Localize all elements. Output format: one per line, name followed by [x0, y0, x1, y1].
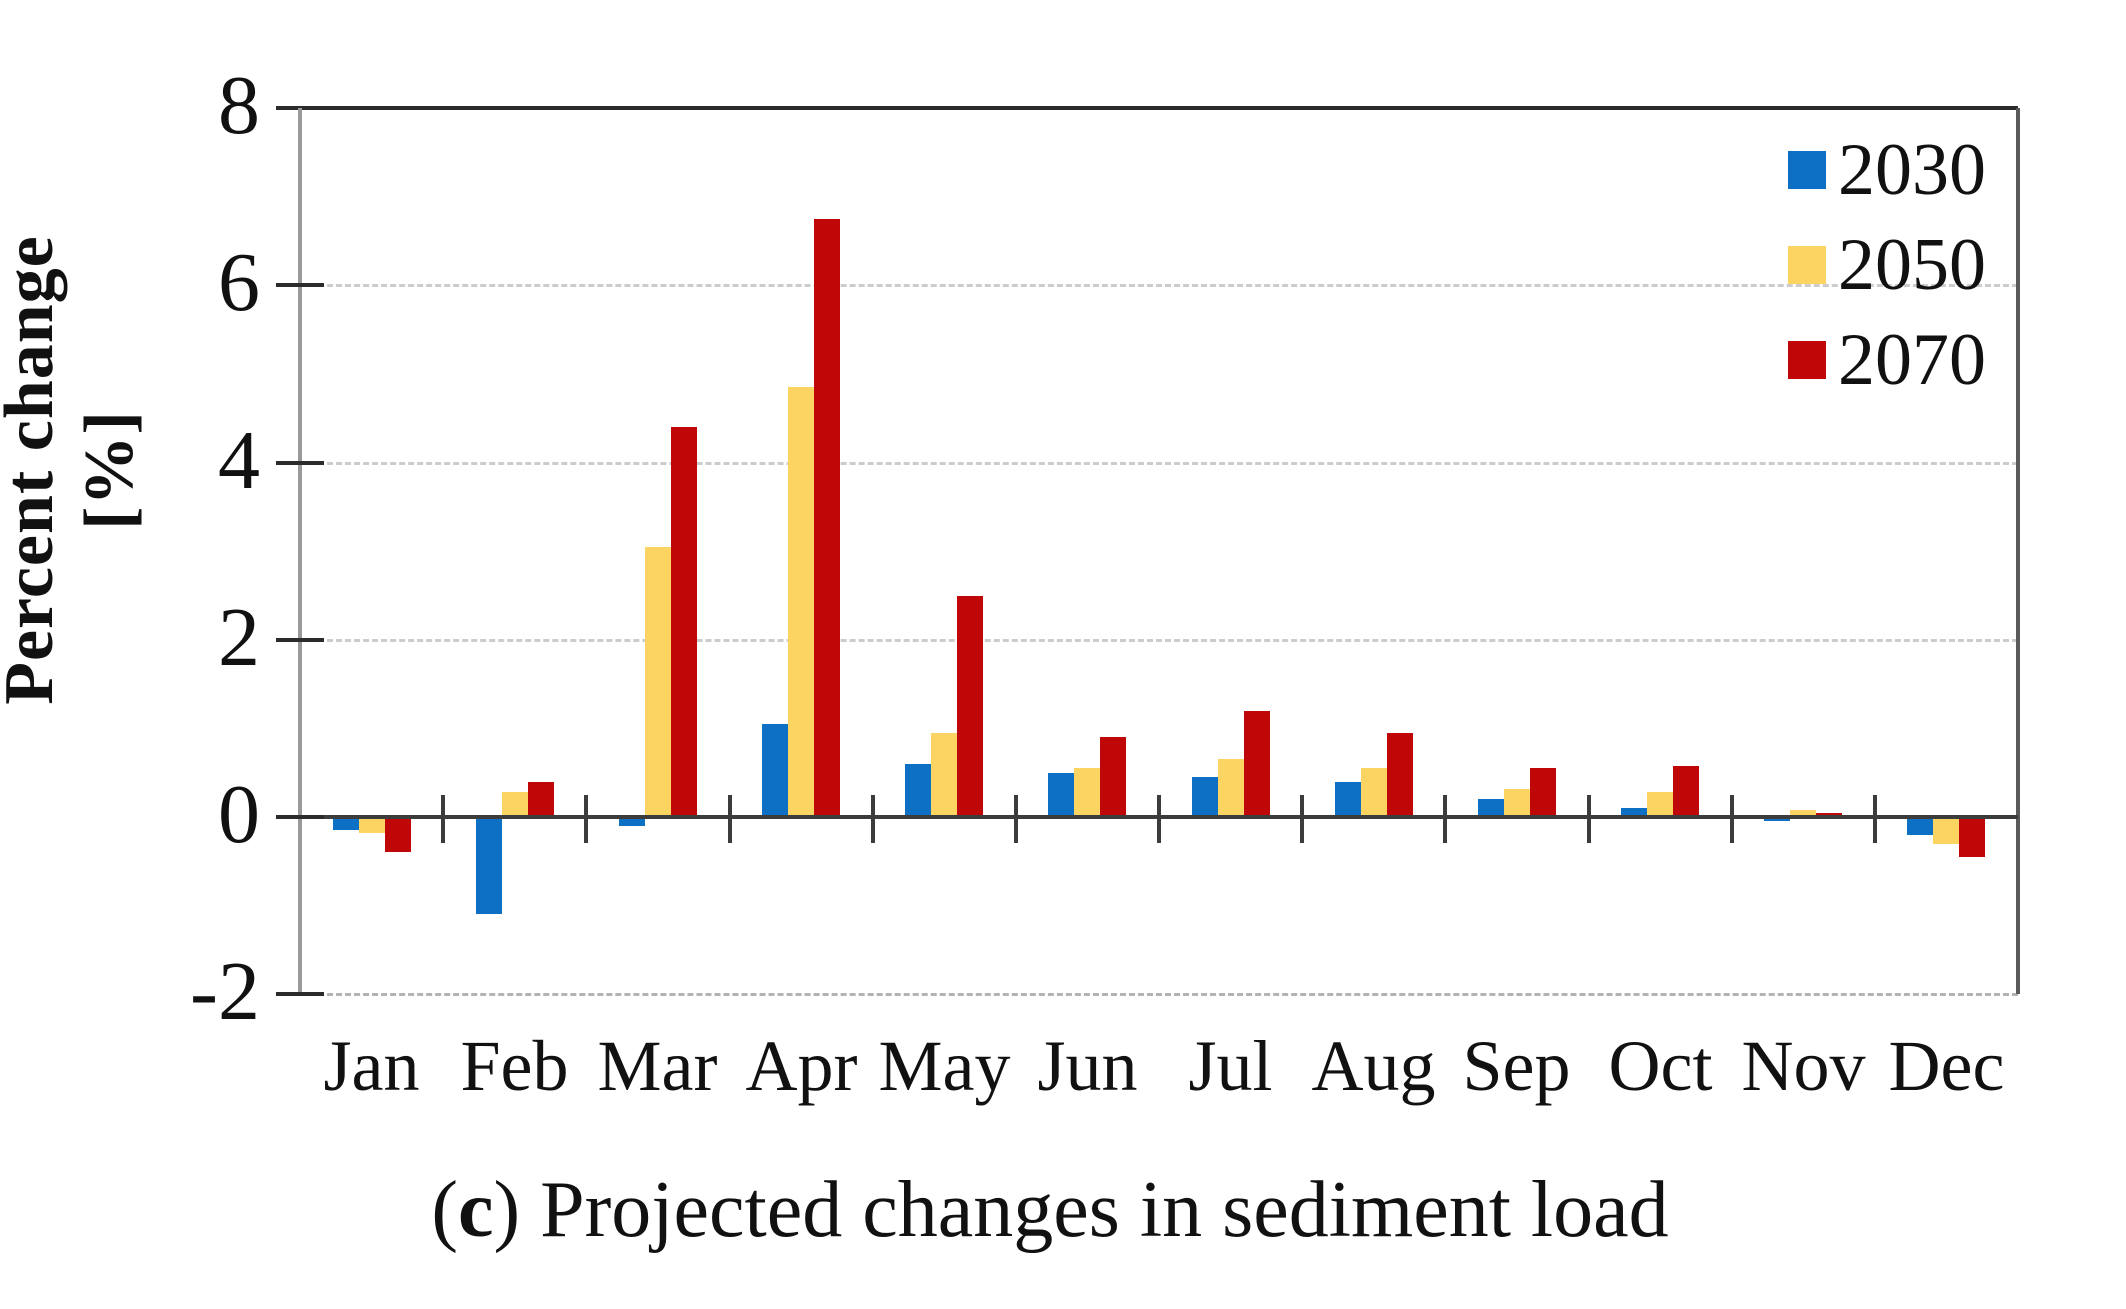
y-tick-label-6: 6 [218, 236, 260, 330]
bar-2030-mar [619, 817, 645, 826]
figure-caption: (c) Projected changes in sediment load [0, 1165, 2100, 1256]
bar-2050-aug [1361, 768, 1387, 817]
x-label-jan: Jan [323, 1026, 420, 1106]
bar-2050-jul [1218, 759, 1244, 817]
x-tick-10 [1730, 795, 1734, 843]
caption-paren-open: ( [431, 1166, 458, 1254]
x-label-may: May [878, 1026, 1011, 1106]
y-tick-label-2: 2 [218, 590, 260, 684]
x-tick-1 [441, 795, 445, 843]
legend-label-2030: 2030 [1838, 129, 1986, 211]
y-axis-spine [298, 108, 302, 995]
x-tick-4 [871, 795, 875, 843]
bar-2050-jan [359, 817, 385, 833]
x-tick-8 [1443, 795, 1447, 843]
y-tick-6 [276, 283, 324, 288]
bar-2050-nov [1790, 809, 1816, 817]
bar-2070-may [957, 595, 983, 817]
x-label-jun: Jun [1037, 1026, 1138, 1106]
bar-2070-mar [671, 427, 697, 817]
gridline-y2 [300, 638, 2018, 642]
x-label-dec: Dec [1888, 1026, 2005, 1106]
bar-2070-dec [1959, 817, 1985, 857]
gridline-y-2 [300, 993, 2018, 997]
bar-2050-feb [502, 792, 528, 817]
x-tick-3 [728, 795, 732, 843]
plot-frame-top [276, 106, 2018, 110]
legend-swatch-2030 [1788, 151, 1826, 189]
bar-2030-feb [476, 817, 502, 915]
legend-swatch-2070 [1788, 341, 1826, 379]
y-tick--2 [276, 992, 324, 997]
y-tick-0 [276, 815, 324, 819]
x-label-oct: Oct [1608, 1026, 1713, 1106]
bar-2050-oct [1647, 792, 1673, 817]
bar-2070-aug [1387, 732, 1413, 817]
x-label-jul: Jul [1188, 1026, 1273, 1106]
legend-swatch-2050 [1788, 246, 1826, 284]
bar-2050-may [931, 732, 957, 817]
bar-2050-apr [788, 387, 814, 817]
bar-2030-aug [1335, 781, 1361, 817]
x-label-nov: Nov [1741, 1026, 1866, 1106]
gridline-y4 [300, 461, 2018, 465]
bar-2070-jun [1100, 737, 1126, 817]
bar-2050-sep [1504, 788, 1530, 817]
x-tick-11 [1873, 795, 1877, 843]
bar-2070-sep [1530, 768, 1556, 817]
x-tick-9 [1587, 795, 1591, 843]
bar-2050-jun [1074, 768, 1100, 817]
bar-2070-feb [528, 781, 554, 817]
plot-frame-right [2016, 108, 2020, 995]
x-tick-5 [1014, 795, 1018, 843]
x-tick-6 [1157, 795, 1161, 843]
caption-text: ) Projected changes in sediment load [493, 1166, 1669, 1254]
bar-2070-apr [814, 218, 840, 817]
bar-2050-mar [645, 546, 671, 817]
bar-2030-jan [333, 817, 359, 831]
y-tick-label-0: 0 [218, 768, 260, 861]
bar-2070-nov [1816, 812, 1842, 817]
bar-2030-sep [1478, 799, 1504, 817]
x-label-mar: Mar [597, 1026, 718, 1106]
bar-2030-jun [1048, 772, 1074, 817]
y-tick-2 [276, 637, 324, 642]
y-tick-label-4: 4 [218, 413, 260, 507]
bar-2030-oct [1621, 808, 1647, 817]
gridline-y6 [300, 284, 2018, 288]
bar-2070-jul [1244, 710, 1270, 817]
caption-panel-letter: c [457, 1166, 494, 1254]
legend-label-2070: 2070 [1838, 319, 1986, 401]
legend-label-2050: 2050 [1838, 224, 1986, 306]
y-tick-label--2: -2 [190, 945, 260, 1039]
bar-2030-jul [1192, 777, 1218, 817]
bar-2030-dec [1907, 817, 1933, 835]
bar-2070-jan [385, 817, 411, 853]
y-tick-4 [276, 460, 324, 465]
y-tick-label-8: 8 [218, 59, 260, 153]
x-label-aug: Aug [1311, 1026, 1436, 1106]
x-label-apr: Apr [745, 1026, 858, 1106]
x-tick-7 [1300, 795, 1304, 843]
x-label-sep: Sep [1462, 1026, 1571, 1106]
bar-2070-oct [1673, 765, 1699, 817]
x-label-feb: Feb [460, 1026, 569, 1106]
bar-2050-dec [1933, 817, 1959, 844]
bar-2030-apr [762, 723, 788, 817]
bar-2030-nov [1764, 817, 1790, 822]
x-tick-2 [584, 795, 588, 843]
bar-2030-may [905, 763, 931, 817]
